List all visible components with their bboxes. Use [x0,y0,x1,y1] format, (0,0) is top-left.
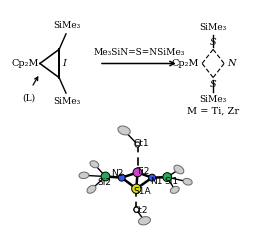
Ellipse shape [183,178,192,185]
Circle shape [133,168,142,177]
Text: SiMe₃: SiMe₃ [53,97,81,106]
Ellipse shape [90,161,99,168]
Text: (L): (L) [22,93,35,102]
Ellipse shape [87,185,96,193]
Ellipse shape [170,186,179,193]
Circle shape [118,174,125,181]
Text: SiMe₃: SiMe₃ [199,95,227,103]
Text: S: S [210,38,216,47]
Circle shape [132,184,141,193]
Text: Cp₂M: Cp₂M [171,59,199,68]
Text: S: S [210,80,216,89]
Circle shape [163,173,172,182]
Circle shape [148,174,156,181]
Circle shape [101,172,110,181]
Circle shape [135,142,140,147]
Text: I: I [62,59,66,68]
Text: Cp₂M: Cp₂M [11,59,38,68]
Text: Ct2: Ct2 [133,206,148,215]
Text: SiMe₃: SiMe₃ [199,24,227,32]
Text: Si2: Si2 [97,178,111,187]
Ellipse shape [174,165,184,174]
Text: Ti2: Ti2 [136,167,150,176]
Ellipse shape [139,217,150,225]
Text: M = Ti, Zr: M = Ti, Zr [187,107,239,116]
Text: Me₃SiN=S=NSiMe₃: Me₃SiN=S=NSiMe₃ [93,48,185,57]
Ellipse shape [118,126,130,135]
Text: N: N [227,59,236,68]
Text: Si1: Si1 [165,177,179,186]
Text: S1A: S1A [133,187,151,196]
Text: SiMe₃: SiMe₃ [53,21,81,30]
Text: N2: N2 [111,168,124,178]
Text: Ct1: Ct1 [134,139,149,148]
Ellipse shape [79,172,89,178]
Text: N1: N1 [150,177,163,186]
Circle shape [134,207,139,212]
